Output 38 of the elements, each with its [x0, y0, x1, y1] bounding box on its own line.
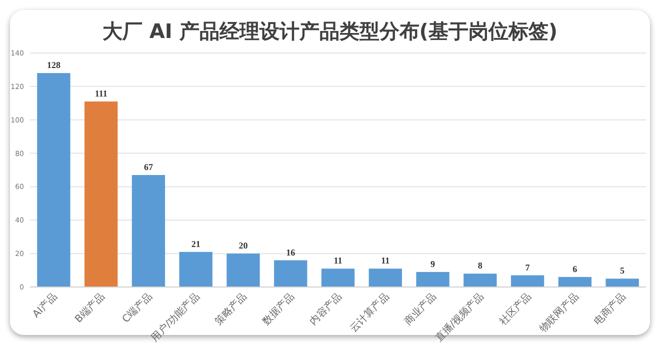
chart-title: 大厂 AI 产品经理设计产品类型分布(基于岗位标签) — [102, 19, 558, 43]
data-label: 16 — [286, 247, 296, 258]
data-label: 128 — [46, 60, 61, 70]
bar — [558, 276, 592, 287]
bar — [416, 272, 450, 287]
data-label: 5 — [620, 266, 626, 276]
x-tick-label: 物联网产品 — [537, 290, 582, 334]
data-label: 111 — [94, 88, 108, 98]
data-label: 11 — [381, 256, 390, 266]
x-tick-label: 社区产品 — [496, 290, 534, 328]
x-tick-label: C端产品 — [120, 290, 155, 326]
data-label: 11 — [334, 256, 343, 266]
x-tick-label: 云计算产品 — [348, 290, 392, 334]
data-label: 7 — [525, 262, 530, 272]
bar — [132, 175, 166, 287]
data-label: 6 — [572, 264, 578, 274]
data-label: 21 — [191, 238, 201, 249]
bar — [179, 252, 212, 287]
bar — [368, 268, 402, 287]
bar — [226, 254, 260, 287]
x-tick-label: AI产品 — [30, 290, 60, 320]
data-label: 9 — [430, 258, 436, 269]
x-tick-label: 商业产品 — [402, 290, 439, 328]
bar — [274, 260, 308, 287]
bar — [464, 274, 497, 287]
data-label: 8 — [478, 260, 483, 271]
data-label: 67 — [144, 162, 154, 172]
bar — [606, 278, 639, 287]
x-tick-label: 电商产品 — [592, 290, 628, 328]
x-tick-label: 策略产品 — [212, 290, 250, 328]
x-tick-label: 数据产品 — [260, 290, 297, 328]
bar — [37, 73, 70, 287]
bar — [84, 101, 118, 287]
x-tick-label: B端产品 — [72, 290, 108, 326]
data-label: 20 — [238, 240, 248, 251]
bar — [510, 275, 544, 287]
x-tick-label: 内容产品 — [307, 290, 344, 328]
bar — [321, 268, 355, 287]
